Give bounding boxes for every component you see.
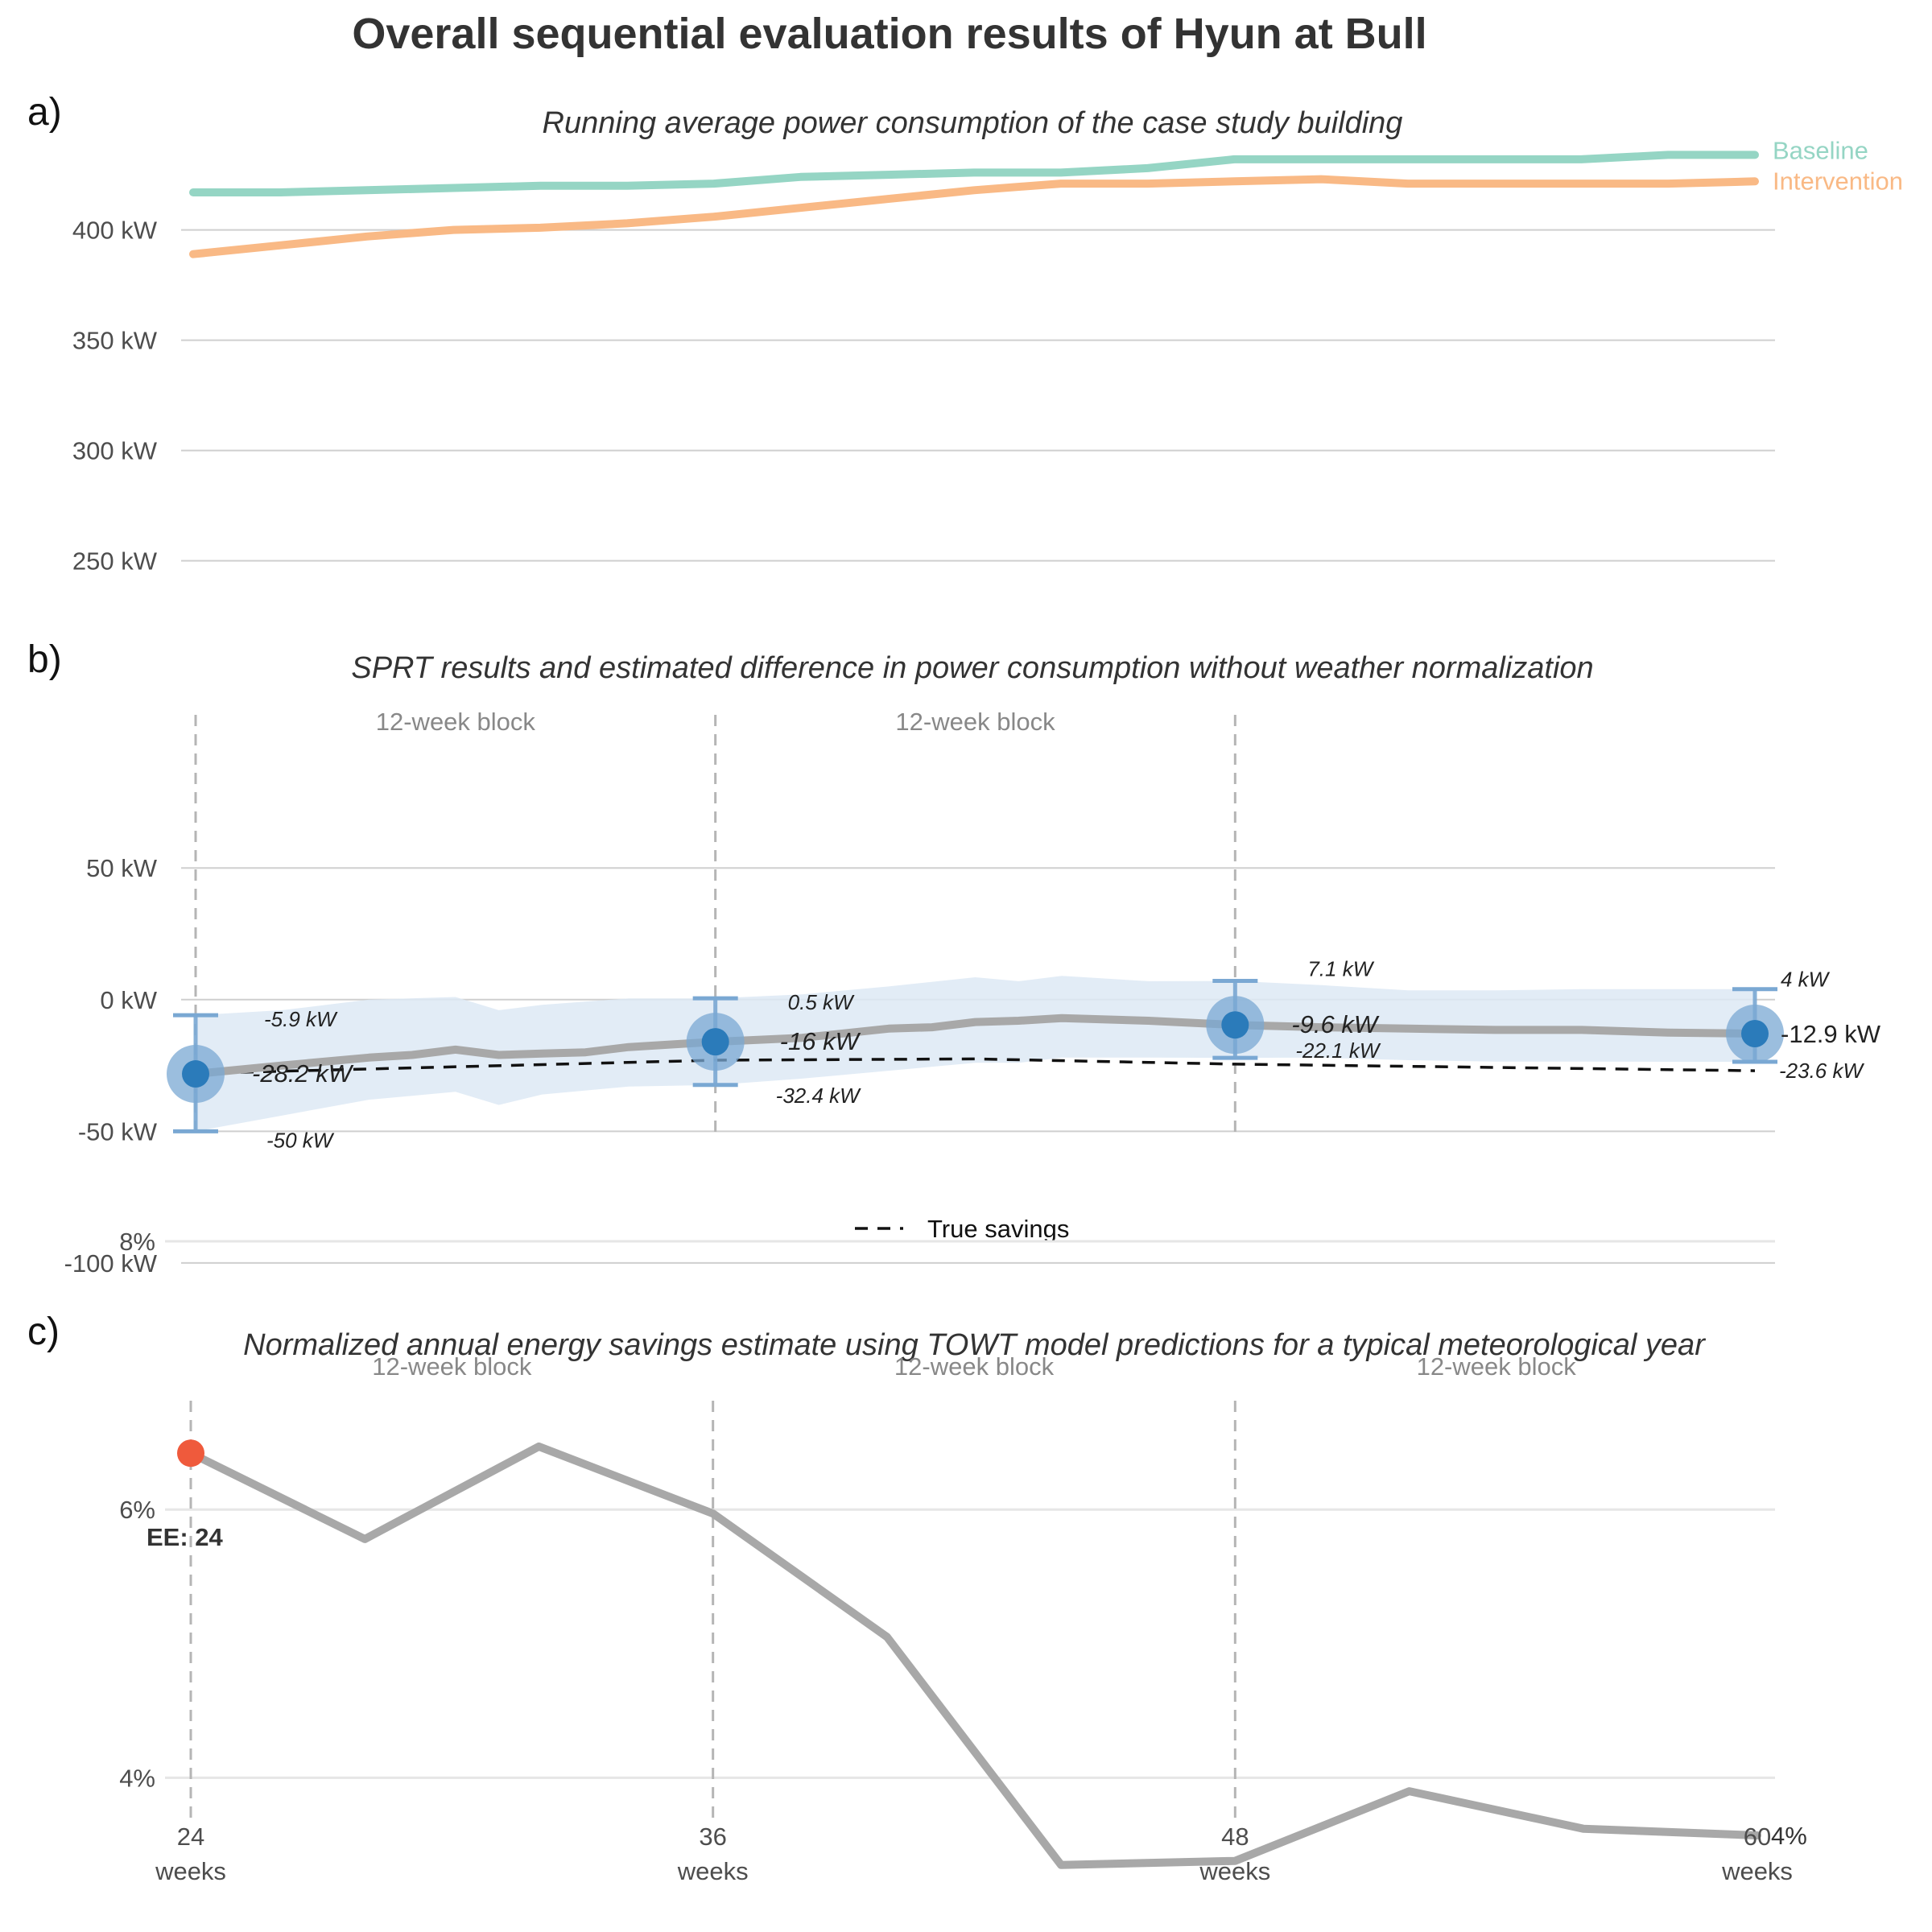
panel-b-block-labels: 12-week block 12-week block (376, 708, 1055, 736)
panel-b-ci-band-group (196, 976, 1755, 1132)
lower-bound-label: -32.4 kW (776, 1084, 861, 1108)
panel-a: a) Running average power consumption of … (27, 91, 1903, 576)
panel-b-legend: True savings (855, 1215, 1069, 1243)
panel-b: b) SPRT results and estimated difference… (27, 638, 1881, 1278)
x-tick-label: 60 (1744, 1823, 1771, 1851)
panel-b-estimate-group (192, 1013, 1759, 1078)
panel-b-y-tick-label: 0 kW (100, 986, 157, 1014)
estimate-line (192, 1013, 1759, 1078)
upper-bound-label: 7.1 kW (1307, 957, 1374, 981)
panel-c-x-axis: 24 weeks 36 weeks 48 weeks 60 weeks (155, 1823, 1793, 1885)
panel-c-block-lines (189, 1401, 1236, 1821)
panel-b-subtitle: SPRT results and estimated difference in… (351, 651, 1593, 685)
lower-bound-label: -23.6 kW (1779, 1059, 1864, 1083)
panel-c-label: c) (27, 1311, 60, 1353)
ee-point (177, 1439, 204, 1468)
panel-c-y-tick-label: 6% (119, 1496, 155, 1524)
lower-bound-label: -22.1 kW (1295, 1038, 1381, 1063)
panel-c-block-label: 12-week block (372, 1352, 532, 1381)
ci-band (196, 976, 1755, 1132)
legend-true-savings-label: True savings (927, 1215, 1069, 1243)
series-line-intervention (189, 175, 1759, 258)
test-point (1221, 1011, 1249, 1039)
savings-line (187, 1442, 1761, 1869)
ee-label: EE: 24 (147, 1523, 224, 1551)
panel-a-y-tick-label: 350 kW (72, 327, 158, 355)
test-point (1741, 1019, 1769, 1047)
panel-c-block-label: 12-week block (1417, 1352, 1577, 1381)
series-line-baseline (189, 151, 1759, 196)
panel-b-true-savings-group (195, 1057, 1756, 1075)
panel-b-y-tick-label: -50 kW (78, 1117, 158, 1146)
true-savings-line (195, 1057, 1756, 1075)
x-tick-label: 24 (177, 1823, 204, 1851)
panel-a-label: a) (27, 91, 62, 134)
panel-a-y-axis: 250 kW 300 kW 350 kW 400 kW (72, 217, 158, 576)
panel-c-y-axis: 4% 6% 8% (119, 1228, 155, 1792)
panel-c-grid (165, 1240, 1775, 1779)
panel-c-y-tick-label: 8% (119, 1228, 155, 1256)
figure-title: Overall sequential evaluation results of… (352, 10, 1426, 58)
test-point (182, 1060, 209, 1088)
panel-a-subtitle: Running average power consumption of the… (543, 106, 1403, 140)
upper-bound-label: 4 kW (1781, 968, 1831, 992)
panel-a-y-tick-label: 250 kW (72, 547, 158, 576)
panel-a-direct-labels: Baseline Intervention (1773, 136, 1903, 195)
panel-a-grid (181, 229, 1775, 562)
panel-a-y-tick-label: 300 kW (72, 437, 158, 465)
series-label-intervention: Intervention (1773, 167, 1903, 195)
test-point (701, 1028, 729, 1056)
panel-b-block-label: 12-week block (895, 708, 1055, 736)
upper-bound-label: -5.9 kW (264, 1007, 338, 1031)
panel-b-y-axis: -100 kW -50 kW 0 kW 50 kW (64, 854, 158, 1278)
upper-bound-label: 0.5 kW (788, 990, 855, 1014)
x-tick-unit: weeks (1199, 1857, 1270, 1885)
x-tick-label: 36 (699, 1823, 726, 1851)
estimate-label: -9.6 kW (1291, 1010, 1380, 1038)
panel-b-label: b) (27, 638, 62, 681)
end-value-label: 4% (1771, 1822, 1807, 1850)
estimate-label: -12.9 kW (1781, 1020, 1881, 1048)
panel-b-y-tick-label: 50 kW (86, 854, 158, 882)
lower-bound-label: -50 kW (266, 1128, 335, 1152)
panel-b-y-tick-label: -100 kW (64, 1249, 158, 1278)
panel-b-block-label: 12-week block (376, 708, 536, 736)
panel-a-y-tick-label: 400 kW (72, 217, 158, 245)
panel-c-block-label: 12-week block (894, 1352, 1055, 1381)
panel-c-series: EE: 24 4% (147, 1439, 1807, 1869)
estimate-label: -16 kW (780, 1027, 861, 1055)
x-tick-label: 48 (1221, 1823, 1249, 1851)
panel-c-subtitle: Normalized annual energy savings estimat… (243, 1328, 1706, 1362)
estimate-label: -28.2 kW (252, 1059, 354, 1088)
x-tick-unit: weeks (1721, 1857, 1793, 1885)
panel-c-block-labels: 12-week block 12-week block 12-week block (372, 1352, 1576, 1381)
panel-b-tests: -5.9 kW -50 kW -28.2 kW 0.5 kW -32.4 kW -16 k… (167, 957, 1881, 1152)
series-label-baseline: Baseline (1773, 136, 1868, 164)
panel-a-series (189, 151, 1759, 258)
panel-c-y-tick-label: 4% (119, 1764, 155, 1792)
panel-c: c) Normalized annual energy savings esti… (27, 1228, 1807, 1885)
x-tick-unit: weeks (155, 1857, 226, 1885)
x-tick-unit: weeks (677, 1857, 749, 1885)
